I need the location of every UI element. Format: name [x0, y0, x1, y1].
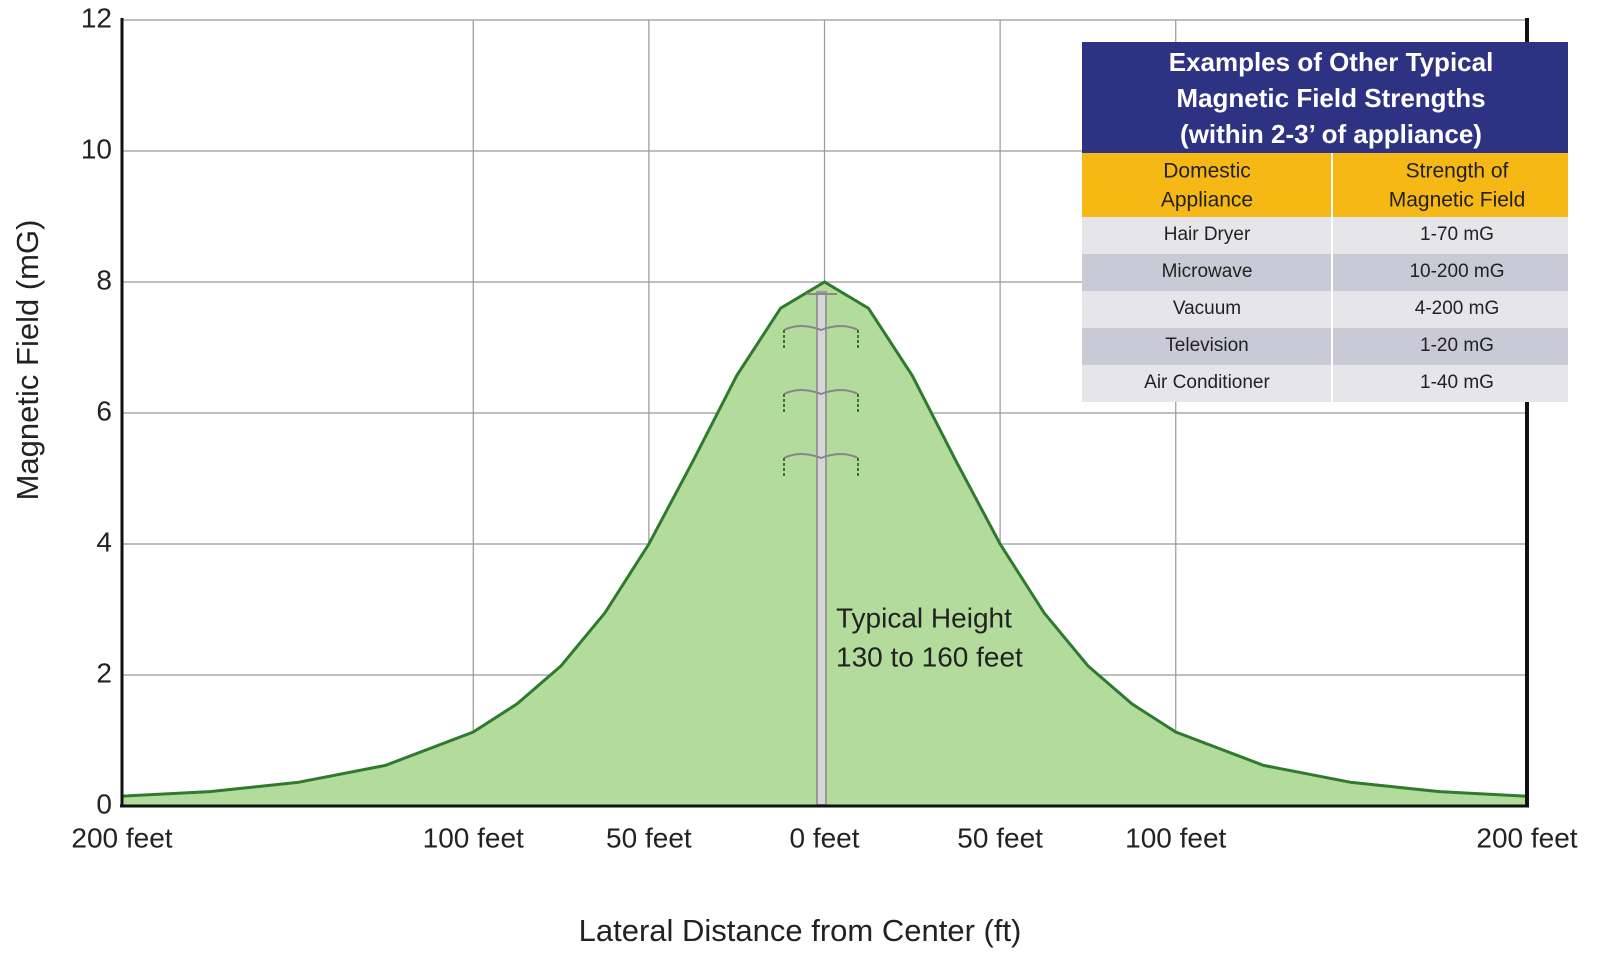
- table-title: Magnetic Field Strengths: [1176, 83, 1485, 113]
- table-cell: Vacuum: [1173, 298, 1241, 319]
- table-header: Magnetic Field: [1389, 189, 1526, 212]
- table-header: Strength of: [1406, 160, 1509, 183]
- table-cell: Air Conditioner: [1144, 372, 1270, 393]
- y-tick-label: 4: [96, 526, 112, 557]
- table-row-bg: [1082, 217, 1568, 254]
- table-header: Appliance: [1161, 189, 1253, 212]
- table-title-bg: [1082, 42, 1568, 153]
- table-cell: Television: [1165, 335, 1248, 356]
- table-cell: 1-70 mG: [1420, 224, 1494, 245]
- table-title: Examples of Other Typical: [1169, 47, 1494, 77]
- x-axis-title: Lateral Distance from Center (ft): [579, 913, 1022, 948]
- table-row-bg: [1082, 365, 1568, 402]
- y-tick-label: 10: [81, 133, 112, 164]
- x-tick-label: 200 feet: [71, 822, 172, 853]
- x-tick-label: 50 feet: [957, 822, 1043, 853]
- table-cell: 10-200 mG: [1409, 261, 1504, 282]
- table-cell: 1-40 mG: [1420, 372, 1494, 393]
- ticks: 0 2 4 6 8 10 12 200 feet 100 feet 50 feet 0 feet 50…: [71, 2, 1577, 853]
- table-cell: 1-20 mG: [1420, 335, 1494, 356]
- x-tick-label: 100 feet: [1125, 822, 1226, 853]
- table: Examples of Other Typical Magnetic Field …: [1082, 42, 1568, 402]
- table-row-bg: [1082, 291, 1568, 328]
- table-cell: Hair Dryer: [1164, 224, 1251, 245]
- y-tick-label: 2: [96, 657, 112, 688]
- x-tick-label: 200 feet: [1476, 822, 1577, 853]
- x-tick-label: 50 feet: [606, 822, 692, 853]
- y-tick-label: 0: [96, 788, 112, 819]
- y-tick-label: 8: [96, 264, 112, 295]
- table-title: (within 2-3’ of appliance): [1180, 119, 1482, 149]
- x-tick-label: 100 feet: [423, 822, 524, 853]
- table-row-bg: [1082, 254, 1568, 291]
- x-tick-label: 0 feet: [789, 822, 859, 853]
- tower-pole: [816, 291, 827, 806]
- table-row-bg: [1082, 328, 1568, 365]
- table-cell: Microwave: [1162, 261, 1253, 282]
- y-axis-title: Magnetic Field (mG): [10, 220, 45, 501]
- annotation: 130 to 160 feet: [836, 641, 1023, 672]
- annotation: Typical Height: [836, 602, 1012, 633]
- table-cell: 4-200 mG: [1415, 298, 1499, 319]
- table-header-bg: [1082, 153, 1568, 217]
- y-tick-label: 12: [81, 2, 112, 33]
- y-tick-label: 6: [96, 395, 112, 426]
- table-header: Domestic: [1163, 160, 1251, 183]
- tower-arms: [783, 293, 859, 460]
